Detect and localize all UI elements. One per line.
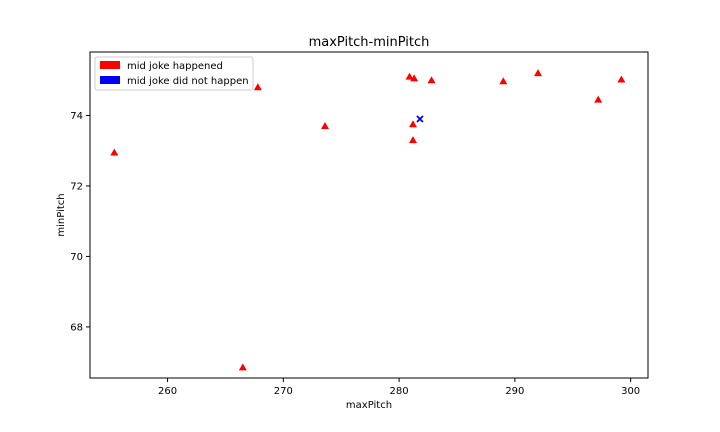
x-tick-label: 260 xyxy=(158,386,177,397)
point-mid-joke-happened xyxy=(499,77,508,85)
legend: mid joke happened mid joke did not happe… xyxy=(94,56,254,91)
point-mid-joke-happened xyxy=(110,148,119,156)
x-tick-label: 280 xyxy=(390,386,409,397)
legend-swatch-mid-joke-did-not-happen xyxy=(100,76,120,84)
point-mid-joke-happened xyxy=(427,76,436,84)
plot-frame xyxy=(89,51,649,379)
point-mid-joke-happened xyxy=(534,69,543,77)
data-marks xyxy=(110,69,626,371)
point-mid-joke-happened xyxy=(408,136,417,144)
legend-label-mid-joke-happened: mid joke happened xyxy=(127,61,223,72)
y-tick-label: 70 xyxy=(70,252,83,263)
y-tick-label: 72 xyxy=(70,181,83,192)
point-mid-joke-happened xyxy=(321,122,330,130)
point-mid-joke-happened xyxy=(594,95,603,103)
legend-label-mid-joke-did-not-happen: mid joke did not happen xyxy=(127,76,249,87)
point-mid-joke-happened xyxy=(408,120,417,128)
point-mid-joke-happened xyxy=(238,363,247,371)
y-tick-label: 74 xyxy=(70,111,83,122)
point-mid-joke-happened xyxy=(405,72,414,80)
x-tick-label: 290 xyxy=(505,386,524,397)
y-axis-label: minPitch xyxy=(56,193,67,236)
point-mid-joke-did-not-happen xyxy=(416,115,424,123)
chart-title: maxPitch-minPitch xyxy=(309,35,430,50)
x-tick-label: 270 xyxy=(274,386,293,397)
legend-swatch-mid-joke-happened xyxy=(100,61,120,69)
tick-layer: 260 270 280 290 300 68 70 72 74 xyxy=(70,111,640,397)
point-mid-joke-happened xyxy=(253,83,262,91)
point-mid-joke-happened xyxy=(617,75,626,83)
y-tick-label: 68 xyxy=(70,322,83,333)
point-mid-joke-happened xyxy=(410,74,419,82)
x-axis-label: maxPitch xyxy=(346,400,392,411)
x-tick-label: 300 xyxy=(621,386,640,397)
legend-box xyxy=(94,56,254,91)
